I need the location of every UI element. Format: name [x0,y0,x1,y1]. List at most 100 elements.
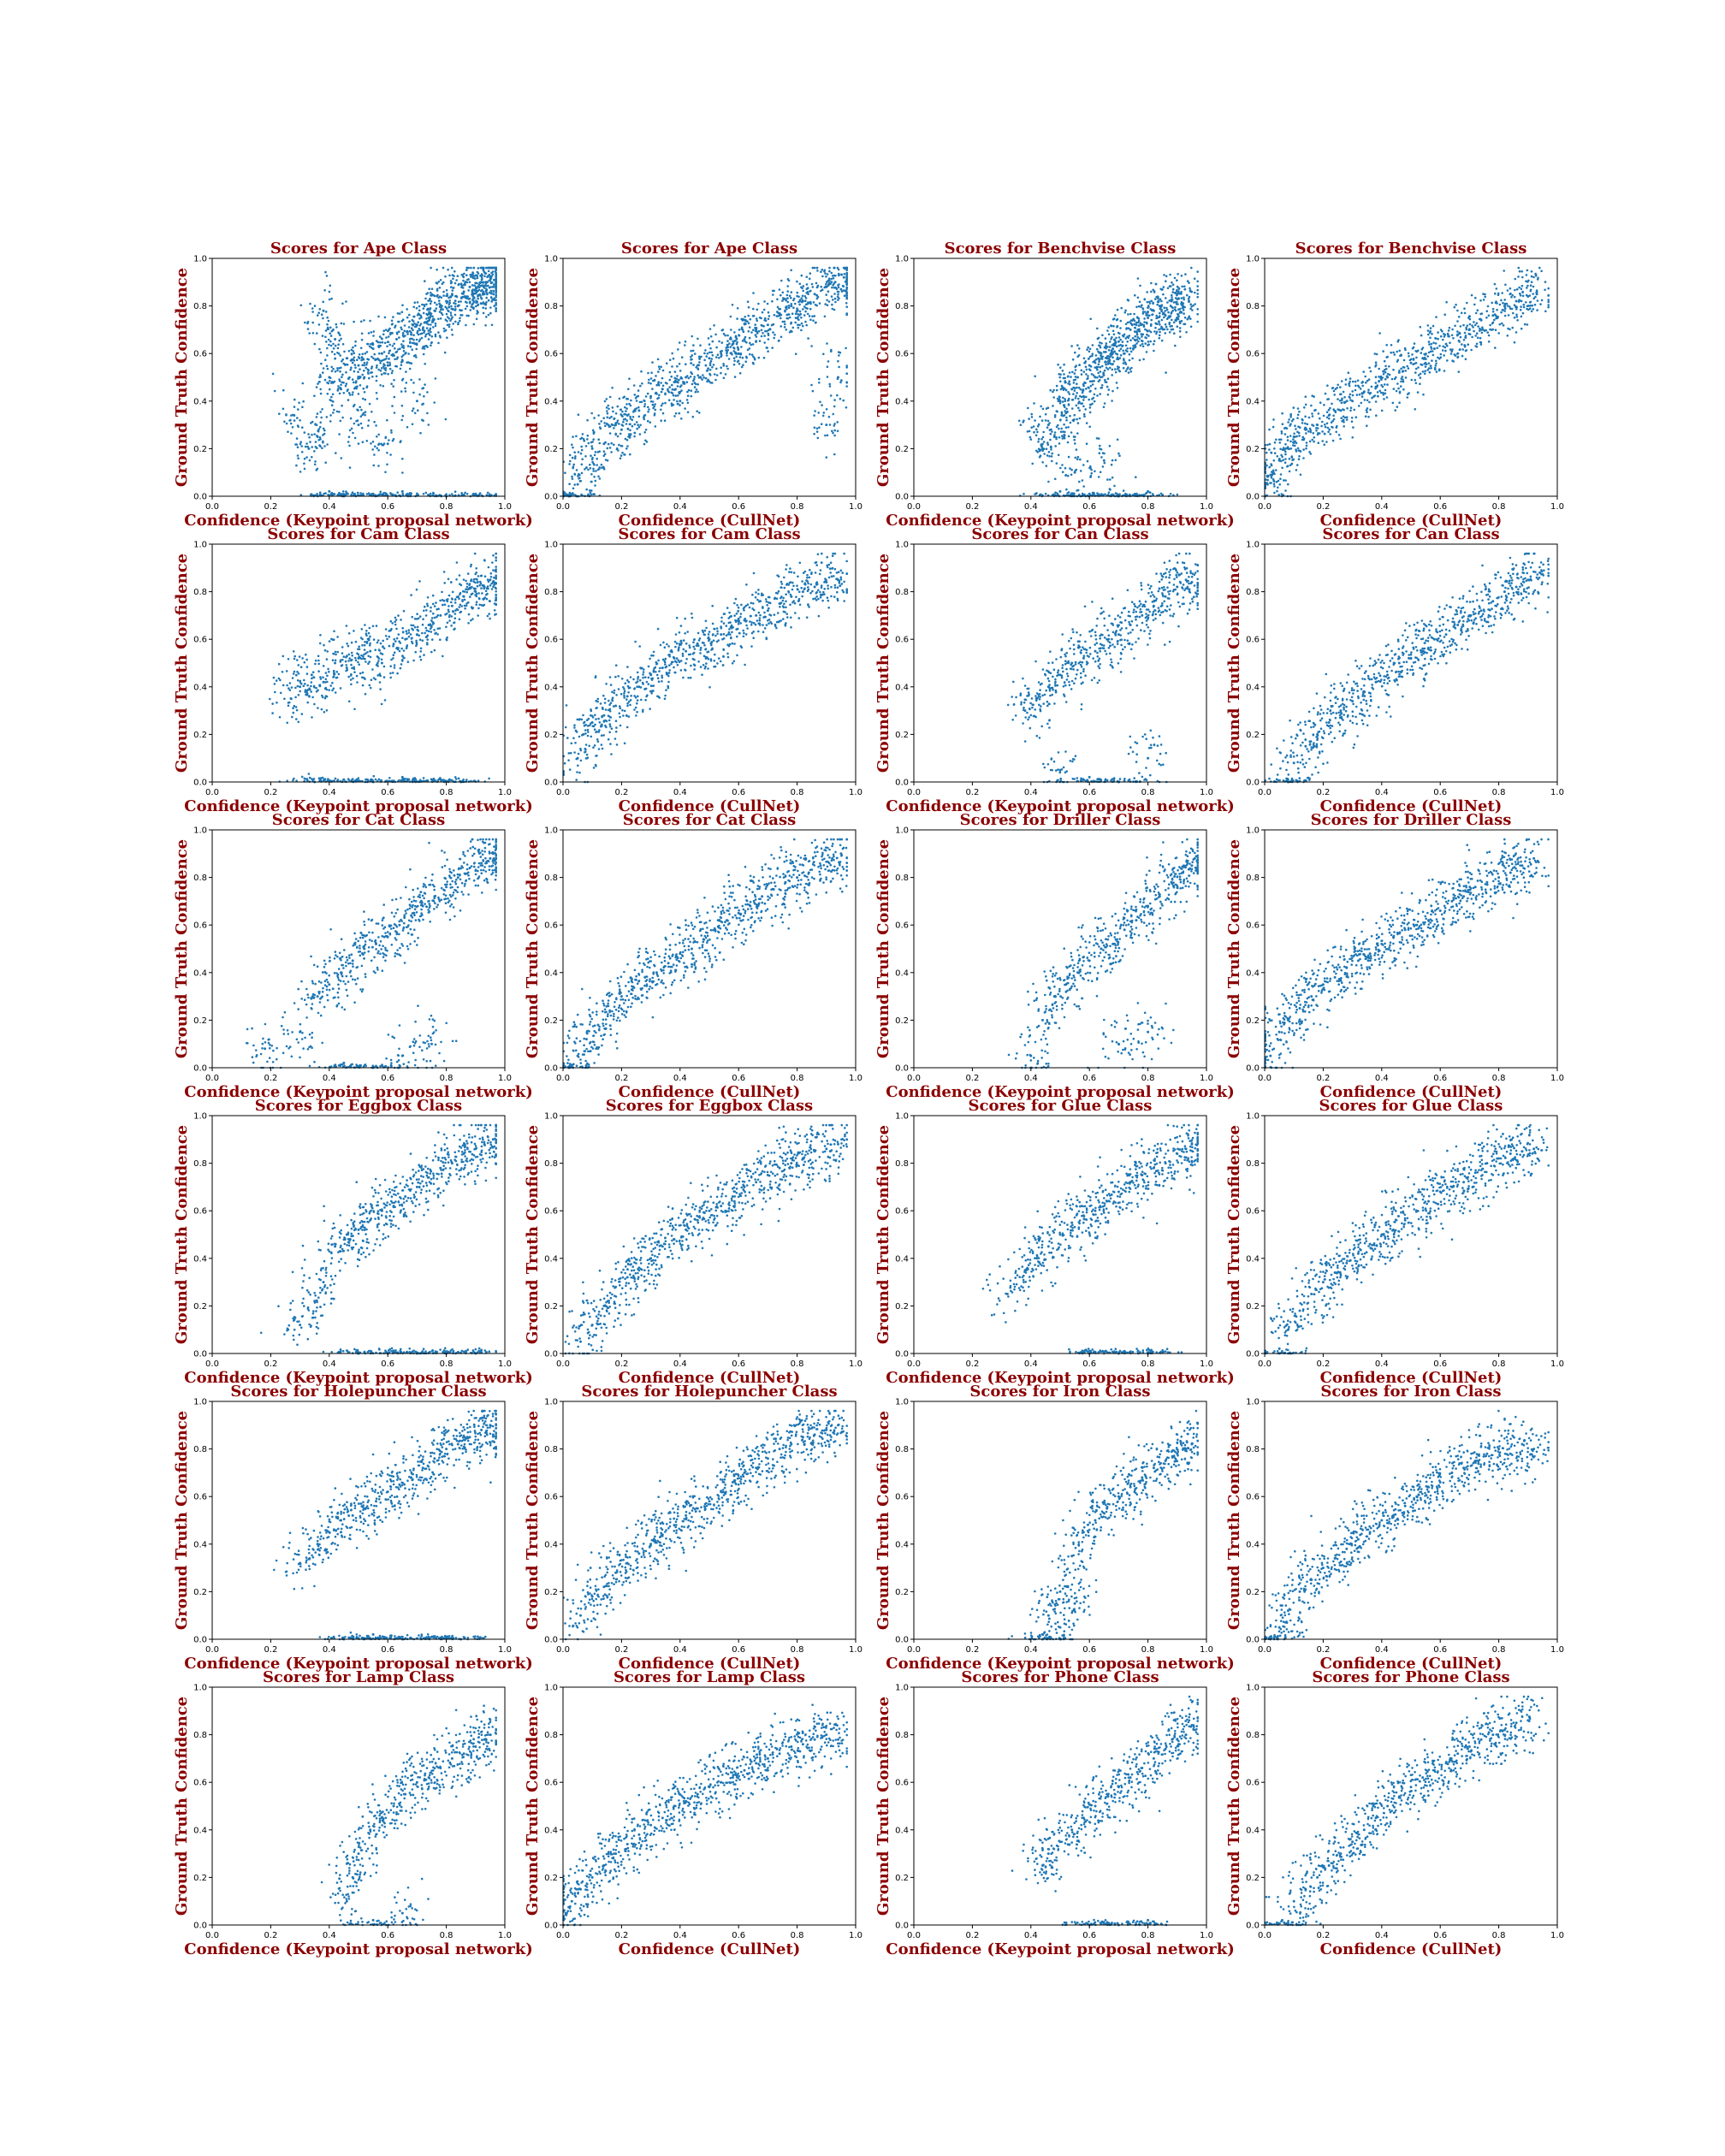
data-point [685,381,689,384]
data-point [384,471,387,474]
data-point [1160,309,1164,311]
data-point [1378,389,1381,393]
data-point [491,285,495,288]
data-point [621,410,624,413]
data-point [1105,351,1107,353]
data-point [457,300,460,304]
data-point [815,266,819,270]
data-point [1112,360,1116,363]
data-point [596,451,600,453]
data-point [445,307,448,310]
data-point [671,352,673,355]
data-point [370,331,373,334]
data-point [1059,466,1062,470]
data-point [1139,322,1141,324]
data-point [393,379,395,382]
data-point [785,329,788,331]
data-point [1102,373,1105,376]
data-point [1141,333,1144,336]
data-point [1419,376,1422,379]
data-point [676,402,679,406]
data-point [1190,305,1193,308]
data-point [685,363,687,366]
data-point [1116,387,1119,389]
data-point [472,292,476,295]
data-point [755,317,758,320]
data-point [1089,317,1092,321]
data-point [1280,453,1283,457]
data-point [1335,426,1338,429]
data-point [412,305,416,309]
data-point [1273,491,1276,495]
data-point [1547,293,1550,297]
data-point [1349,396,1351,400]
data-point [1475,332,1479,335]
data-point [376,341,380,344]
data-point [302,684,305,688]
data-point [1133,312,1135,316]
data-point [297,672,300,675]
data-point [845,381,848,384]
data-point [1062,404,1065,406]
data-point [486,293,489,295]
data-point [1520,284,1524,287]
data-point [350,348,353,352]
data-point [401,414,405,418]
data-point [619,432,622,435]
data-point [353,436,357,440]
data-point [1362,370,1365,373]
data-point [1114,368,1117,370]
data-point [1033,402,1035,405]
data-point [725,346,728,349]
data-point [430,293,434,296]
data-point [370,365,374,368]
data-point [487,299,490,302]
data-point [1105,381,1108,384]
data-point [1353,408,1355,412]
data-point [592,470,595,472]
data-point [351,654,354,657]
data-point [276,702,278,704]
data-point [736,352,739,355]
data-point [382,351,386,353]
data-point [1042,441,1046,443]
data-point [803,305,806,308]
data-point [649,421,651,424]
data-point [271,702,275,705]
data-point [710,358,714,360]
data-point [1494,346,1497,349]
data-point [632,384,636,387]
data-point [1169,325,1171,328]
data-point [794,321,797,324]
data-point [1174,318,1177,322]
data-point [1171,293,1173,297]
data-point [1304,403,1307,406]
data-point [463,272,465,275]
data-point [845,278,848,281]
data-point [1414,350,1417,352]
data-point [299,304,303,307]
data-point [1400,367,1402,370]
data-point [1058,436,1061,439]
data-point [400,440,402,442]
data-point [1396,358,1400,362]
data-point [726,367,729,370]
data-point [388,358,390,360]
data-point [404,387,406,390]
data-point [1089,365,1093,368]
data-point [347,632,351,635]
data-point [661,412,665,415]
data-point [1468,323,1472,326]
data-point [1282,459,1284,461]
data-point [1079,458,1082,461]
data-point [415,338,418,341]
data-point [299,419,301,422]
data-point [829,394,833,397]
data-point [322,665,325,667]
data-point [329,684,333,687]
data-point [1393,353,1396,356]
data-point [1053,434,1056,436]
data-point [423,331,425,335]
data-point [744,360,747,364]
data-point [810,282,814,286]
